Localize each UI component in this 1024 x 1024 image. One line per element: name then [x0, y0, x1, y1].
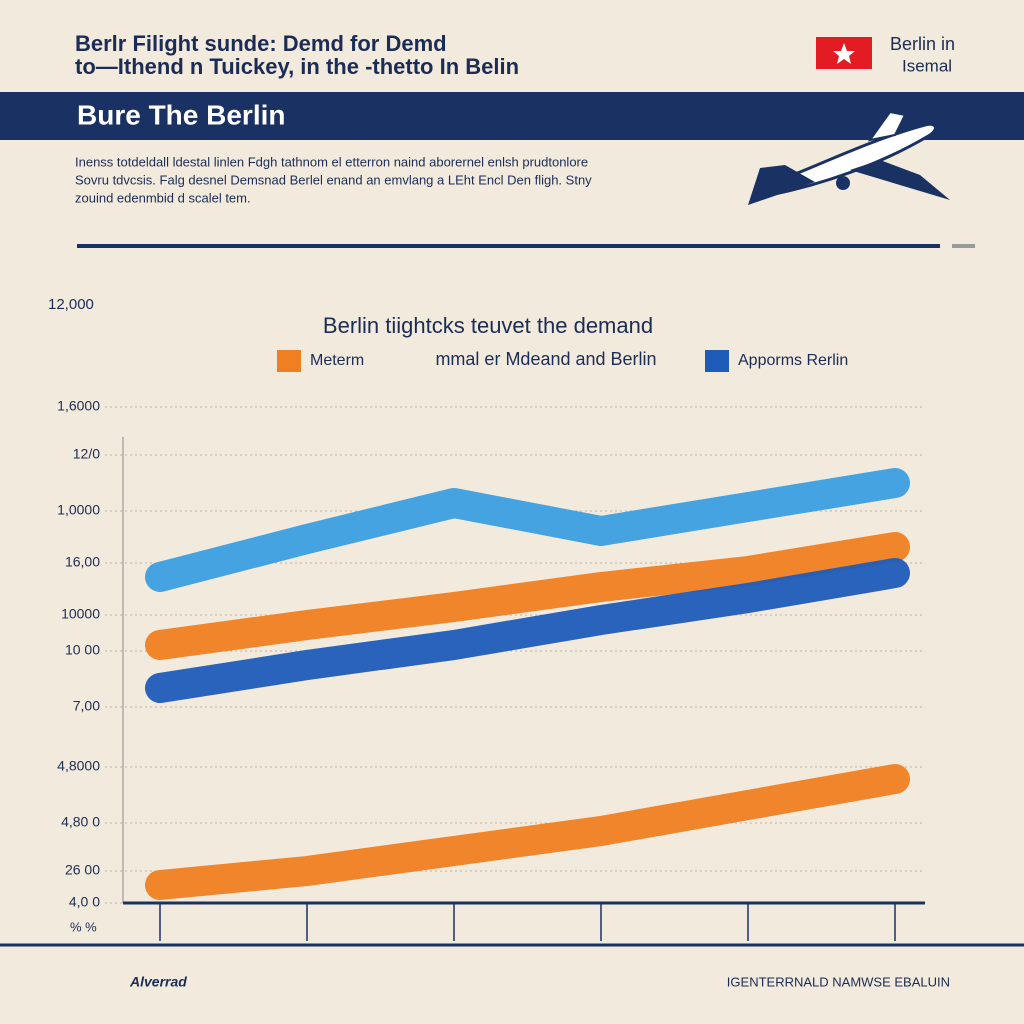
y-tick-label: 4,8000 [57, 758, 100, 774]
y-tick-label: 26 00 [65, 862, 100, 878]
paragraph-line: Sovru tdvcsis. Falg desnel Demsnad Berle… [75, 172, 592, 187]
title-line: to—Ithend n Tuickey, in the -thetto In B… [75, 54, 519, 79]
footer-left: Alverrad [129, 974, 187, 990]
flag-text: Berlin in [890, 34, 955, 54]
legend-label: Meterm [310, 352, 364, 369]
annotation: 12,000 [48, 296, 94, 313]
chart: 1,6000 12/0 1,0000 16,00 10000 10 00 7,00 4,800… [57, 350, 925, 941]
paragraph-line: zouind edenmbid d scalel tem. [75, 190, 251, 205]
title-line: Berlr Filight sunde: Demd for Demd [75, 31, 447, 56]
y-tick-label: 10 00 [65, 642, 100, 658]
y-tick-label: 1,6000 [57, 398, 100, 414]
chart-title: Berlin tiightcks teuvet the demand [323, 313, 653, 338]
y-tick-label: 10000 [61, 606, 100, 622]
airplane [748, 110, 950, 205]
banner-text: Bure The Berlin [77, 99, 285, 130]
series-line [145, 468, 910, 592]
series-line [145, 764, 910, 900]
x-axis-label: % % [70, 919, 97, 934]
y-tick-label: 4,0 0 [69, 894, 100, 910]
y-tick-label: 12/0 [73, 446, 100, 462]
flag-text: Isemal [902, 56, 952, 75]
legend-swatch [277, 350, 301, 372]
y-tick-label: 7,00 [73, 698, 100, 714]
paragraph-line: Inenss totdeldall ldestal linlen Fdgh ta… [75, 154, 588, 169]
footer-right: IGENTERRNALD NAMWSE EBALUIN [727, 974, 950, 989]
series-line [145, 532, 910, 660]
y-tick-label: 1,0000 [57, 502, 100, 518]
y-tick-label: 16,00 [65, 554, 100, 570]
y-tick-label: 4,80 0 [61, 814, 100, 830]
legend-label: Apporms Rerlin [738, 352, 848, 369]
chart-subtitle: mmal er Mdeand and Berlin [435, 349, 656, 369]
legend-swatch [705, 350, 729, 372]
banner [0, 92, 1024, 140]
series-line [145, 558, 910, 703]
flag-star [833, 43, 855, 64]
